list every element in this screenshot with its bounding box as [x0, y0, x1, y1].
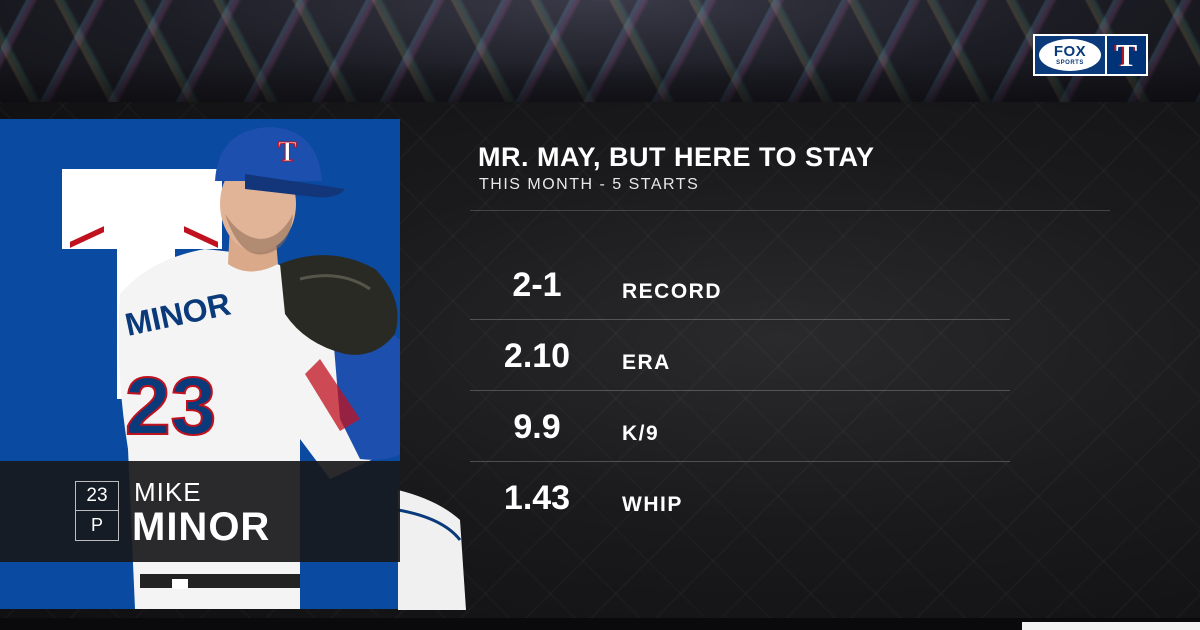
cap-crown	[215, 127, 322, 181]
player-nameplate: 23 P MIKE MINOR	[0, 461, 400, 562]
player-last-name: MINOR	[132, 505, 271, 549]
bottom-bar	[0, 618, 1200, 630]
row-divider	[470, 461, 1010, 462]
cap-brim	[245, 174, 345, 198]
stat-row-whip: 1.43 WHIP	[470, 463, 1010, 534]
bottom-right-strip	[1022, 622, 1200, 630]
row-divider	[470, 390, 1010, 391]
stat-value: 2.10	[503, 337, 571, 375]
stat-label: RECORD	[622, 280, 723, 303]
prismatic-header-backdrop	[0, 0, 1200, 104]
baseball-glove	[280, 255, 398, 355]
beard	[225, 214, 293, 255]
stat-row-record: 2-1 RECORD	[470, 250, 1010, 321]
player-first-name: MIKE	[134, 477, 202, 507]
fox-wordmark: FOX	[1053, 43, 1087, 60]
player-number: 23	[76, 482, 118, 511]
stat-label: K/9	[622, 422, 660, 445]
stat-table: 2-1 RECORD 2.10 ERA 9.9 K/9 1.43 WHIP	[470, 250, 1010, 534]
sports-wordmark: SPORTS	[1056, 60, 1084, 66]
fox-oval: FOX SPORTS	[1039, 39, 1101, 71]
stat-label: ERA	[622, 351, 671, 374]
stat-value: 1.43	[503, 479, 571, 517]
rangers-t-letter: T	[1115, 37, 1138, 73]
cap-logo: T	[278, 137, 297, 168]
stat-row-era: 2.10 ERA	[470, 321, 1010, 392]
stat-row-k9: 9.9 K/9	[470, 392, 1010, 463]
stat-value: 2-1	[512, 266, 562, 304]
graphic-subhead: THIS MONTH - 5 STARTS	[479, 176, 700, 193]
player-position: P	[90, 515, 103, 535]
jersey-number: 23	[125, 361, 216, 452]
belt	[140, 574, 300, 588]
row-divider	[470, 319, 1010, 320]
player-leg-overflow	[398, 300, 473, 610]
stat-value: 9.9	[513, 408, 561, 446]
stat-label: WHIP	[622, 493, 683, 516]
network-logo-bug: FOX SPORTS T	[1033, 34, 1148, 76]
graphic-headline: MR. MAY, BUT HERE TO STAY	[478, 142, 875, 172]
rangers-logo: T	[1105, 36, 1146, 74]
fox-sports-logo: FOX SPORTS	[1035, 36, 1105, 74]
headline-divider	[470, 210, 1110, 211]
number-position-box: 23 P	[75, 481, 119, 541]
